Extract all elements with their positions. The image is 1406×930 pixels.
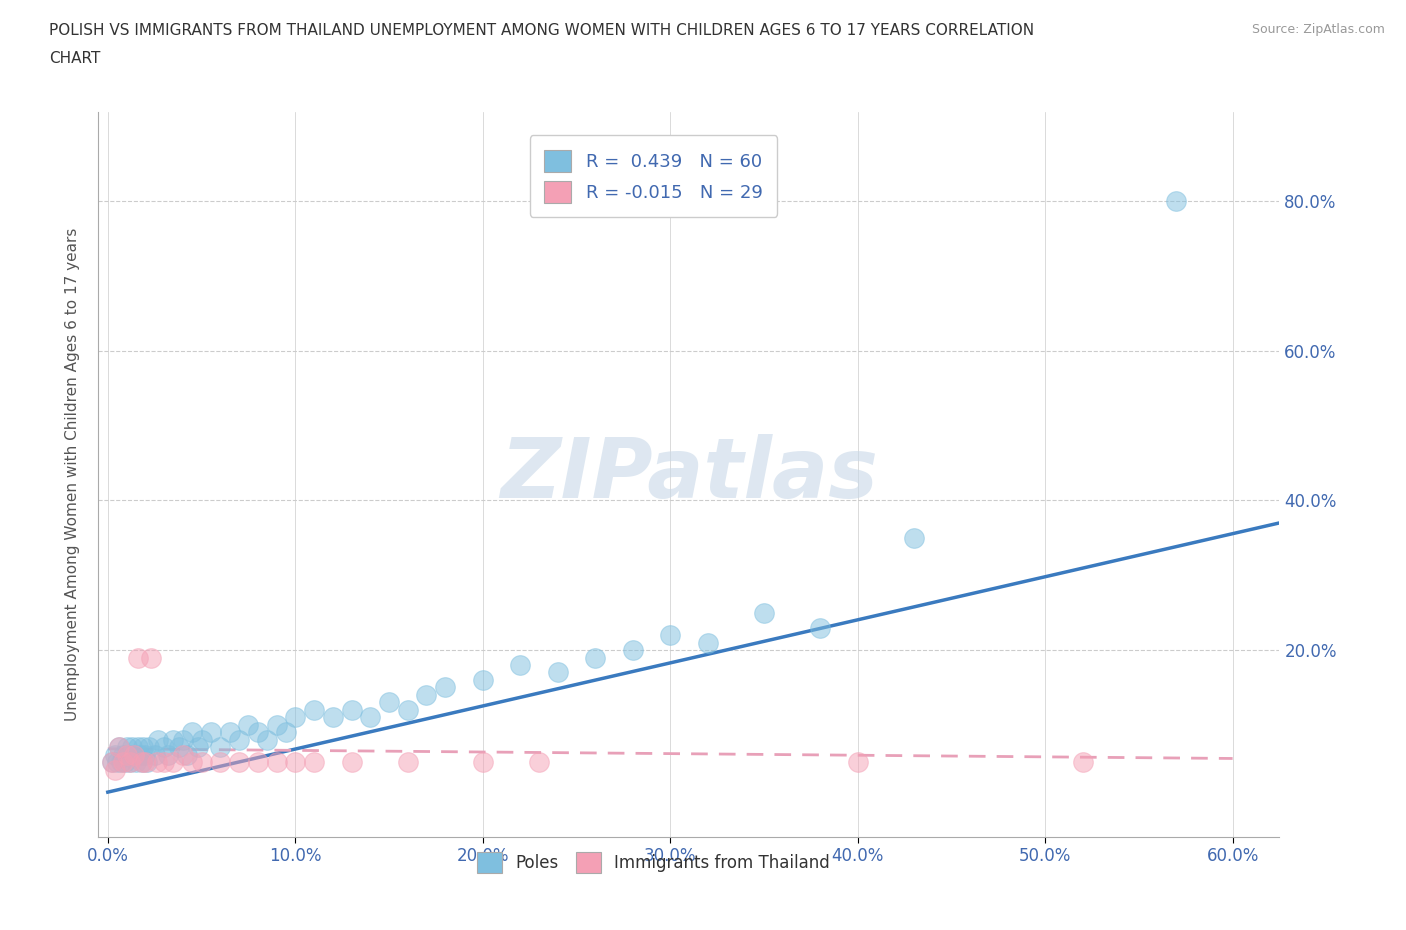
Point [659, 628, 682, 643]
Point [127, 740, 149, 755]
Point [139, 650, 162, 665]
Point [167, 740, 190, 755]
Point [181, 755, 204, 770]
Point [100, 755, 122, 770]
Point [187, 740, 209, 755]
Point [143, 748, 166, 763]
Point [509, 658, 531, 672]
Point [131, 755, 153, 770]
Point [111, 748, 134, 763]
Point [302, 702, 325, 717]
Point [132, 740, 155, 755]
Point [266, 755, 288, 770]
Point [190, 755, 212, 770]
Point [340, 755, 363, 770]
Point [115, 748, 138, 763]
Y-axis label: Unemployment Among Women with Children Ages 6 to 17 years: Unemployment Among Women with Children A… [65, 228, 80, 721]
Point [111, 755, 134, 770]
Point [138, 740, 160, 755]
Point [108, 740, 131, 755]
Point [846, 755, 869, 770]
Point [105, 755, 128, 770]
Point [117, 748, 139, 763]
Point [176, 748, 198, 763]
Point [110, 755, 132, 770]
Point [121, 740, 143, 755]
Point [284, 710, 307, 724]
Point [378, 695, 401, 710]
Point [808, 620, 831, 635]
Point [153, 755, 176, 770]
Point [120, 755, 142, 770]
Text: POLISH VS IMMIGRANTS FROM THAILAND UNEMPLOYMENT AMONG WOMEN WITH CHILDREN AGES 6: POLISH VS IMMIGRANTS FROM THAILAND UNEMP… [49, 23, 1035, 38]
Text: CHART: CHART [49, 51, 101, 66]
Point [209, 755, 232, 770]
Point [471, 672, 494, 687]
Point [322, 710, 344, 724]
Point [148, 732, 170, 747]
Point [200, 724, 222, 739]
Point [104, 748, 127, 763]
Point [172, 732, 194, 747]
Point [266, 717, 288, 732]
Point [696, 635, 718, 650]
Point [228, 732, 250, 747]
Point [134, 755, 156, 770]
Point [153, 740, 176, 755]
Point [274, 724, 297, 739]
Point [903, 530, 925, 545]
Point [471, 755, 494, 770]
Point [340, 702, 363, 717]
Point [156, 748, 179, 763]
Point [128, 748, 150, 763]
Point [415, 687, 437, 702]
Point [172, 748, 194, 763]
Point [238, 717, 260, 732]
Point [190, 732, 212, 747]
Point [752, 605, 775, 620]
Point [256, 732, 278, 747]
Point [162, 732, 184, 747]
Point [115, 740, 138, 755]
Point [209, 740, 232, 755]
Point [181, 724, 204, 739]
Text: ZIPatlas: ZIPatlas [501, 433, 877, 515]
Point [136, 755, 159, 770]
Point [218, 724, 240, 739]
Point [125, 755, 148, 770]
Point [131, 755, 153, 770]
Point [127, 650, 149, 665]
Point [228, 755, 250, 770]
Point [120, 755, 142, 770]
Point [134, 748, 156, 763]
Point [246, 755, 269, 770]
Point [527, 755, 550, 770]
Point [108, 740, 131, 755]
Point [114, 755, 136, 770]
Text: Source: ZipAtlas.com: Source: ZipAtlas.com [1251, 23, 1385, 36]
Point [396, 702, 419, 717]
Point [359, 710, 381, 724]
Point [434, 680, 457, 695]
Point [547, 665, 569, 680]
Point [302, 755, 325, 770]
Point [162, 755, 184, 770]
Point [122, 748, 145, 763]
Legend: Poles, Immigrants from Thailand: Poles, Immigrants from Thailand [471, 845, 837, 880]
Point [1071, 755, 1094, 770]
Point [583, 650, 606, 665]
Point [122, 748, 145, 763]
Point [145, 755, 167, 770]
Point [1166, 193, 1188, 208]
Point [100, 755, 122, 770]
Point [246, 724, 269, 739]
Point [104, 763, 127, 777]
Point [621, 643, 644, 658]
Point [284, 755, 307, 770]
Point [396, 755, 419, 770]
